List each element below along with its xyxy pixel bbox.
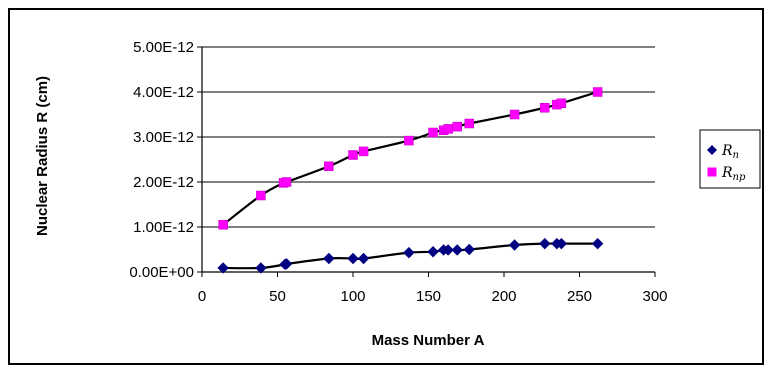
data-point-rnp: [540, 103, 550, 113]
legend-marker-rn: [707, 145, 717, 155]
data-point-rn: [539, 237, 551, 250]
data-point-rnp: [358, 146, 369, 157]
data-point-rnp: [324, 161, 334, 171]
legend-box: [699, 129, 761, 189]
data-point-rnp: [509, 109, 520, 120]
y-tick-label: 4.00E-12: [133, 84, 194, 101]
data-point-rn: [280, 258, 293, 270]
gridlines: [202, 46, 655, 228]
legend-marker-rnp: [707, 167, 717, 177]
y-tick-label: 3.00E-12: [133, 129, 194, 146]
x-axis-title: Mass Number A: [372, 332, 485, 349]
data-point-rnp: [256, 190, 266, 201]
data-point-rn: [591, 237, 604, 250]
axes: [197, 46, 656, 277]
data-point-rnp: [452, 121, 462, 132]
data-point-rnp: [443, 124, 453, 134]
data-point-rn: [463, 243, 475, 256]
y-axis-title: Nuclear Radius R (cm): [34, 76, 51, 236]
data-point-rn: [555, 237, 568, 250]
data-point-rn: [347, 252, 359, 265]
data-point-rnp: [281, 177, 292, 187]
data-point-rnp: [218, 220, 228, 230]
data-point-rnp: [556, 98, 567, 108]
data-point-rnp: [404, 135, 414, 146]
data-point-rnp: [464, 118, 475, 129]
data-point-rn: [427, 246, 439, 258]
tick-labels: 0.00E+00 1.00E-12 2.00E-12 3.00E-12 4.00E-12…: [129, 39, 667, 305]
data-point-rnp: [592, 87, 603, 97]
y-tick-label: 1.00E-12: [133, 219, 194, 236]
data-point-rn: [508, 239, 521, 251]
data-points: [217, 87, 604, 274]
data-point-rnp: [348, 150, 358, 160]
y-tick-label: 2.00E-12: [133, 174, 194, 191]
x-tick-label: 150: [416, 288, 441, 305]
data-point-rn: [357, 252, 370, 265]
x-tick-label: 100: [340, 288, 365, 305]
y-tick-label: 0.00E+00: [129, 264, 194, 281]
chart-frame: [8, 8, 764, 365]
x-tick-label: 50: [269, 288, 286, 305]
data-point-rn: [451, 244, 463, 256]
data-point-rn: [442, 244, 454, 256]
y-tick-label: 5.00E-12: [133, 39, 194, 56]
data-point-rn: [323, 252, 335, 265]
data-point-rnp: [428, 127, 438, 138]
data-point-rn: [403, 246, 415, 259]
data-point-rn: [255, 262, 267, 274]
x-tick-label: 200: [491, 288, 516, 305]
x-tick-label: 300: [642, 288, 667, 305]
x-tick-label: 250: [567, 288, 592, 305]
data-point-rn: [217, 262, 229, 274]
x-tick-label: 0: [198, 288, 206, 305]
